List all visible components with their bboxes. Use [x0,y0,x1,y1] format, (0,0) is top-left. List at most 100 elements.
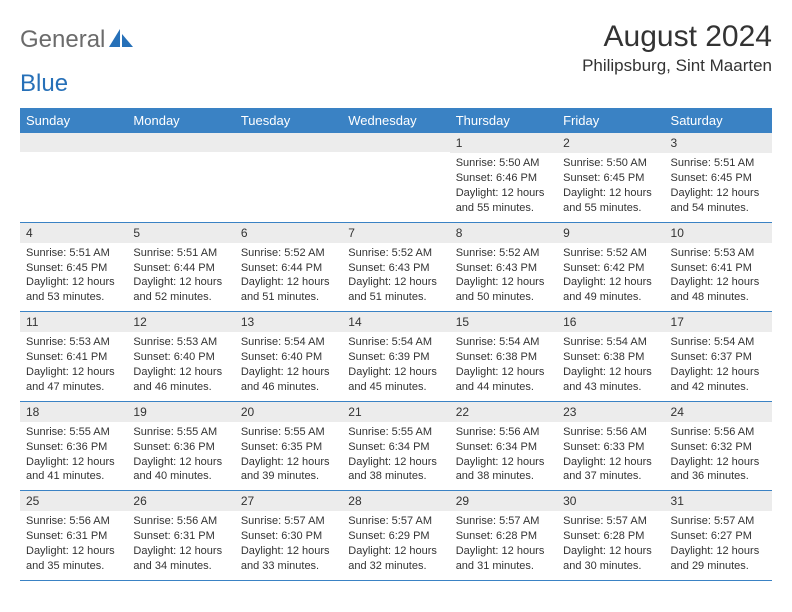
daylight-text: Daylight: 12 hours and 38 minutes. [456,455,551,485]
sunrise-text: Sunrise: 5:57 AM [563,514,658,529]
day-cell: 12Sunrise: 5:53 AMSunset: 6:40 PMDayligh… [127,312,234,401]
daylight-text: Daylight: 12 hours and 44 minutes. [456,365,551,395]
week-row: 11 Sunrise: 5:53 AM Sunset: 6:41 PM Dayligh… [20,312,772,402]
day-body: Sunrise: 5:56 AMSunset: 6:31 PMDaylight:… [20,511,127,579]
weeks-container: 1Sunrise: 5:50 AMSunset: 6:46 PMDaylight… [20,133,772,581]
sunrise-text: Sunrise: 5:57 AM [456,514,551,529]
day-header-thursday: Thursday [450,108,557,133]
day-number: 3 [665,133,772,153]
day-number: 30 [557,491,664,511]
day-body [20,152,127,161]
sunrise-text: Sunrise: 5:54 AM [456,335,551,350]
sunset-text: Sunset: 6:40 PM [241,350,336,365]
sunset-text: Sunset: 6:45 PM [26,261,121,276]
day-cell: 29Sunrise: 5:57 AMSunset: 6:28 PMDayligh… [450,491,557,580]
location-label: Philipsburg, Sint Maarten [582,56,772,76]
day-number: 25 [20,491,127,511]
day-body: Sunrise: 5:57 AMSunset: 6:30 PMDaylight:… [235,511,342,579]
daylight-text: Daylight: 12 hours and 51 minutes. [241,275,336,305]
day-header-saturday: Saturday [665,108,772,133]
day-body: Sunrise: 5:56 AMSunset: 6:32 PMDaylight:… [665,422,772,490]
daylight-text: Daylight: 12 hours and 32 minutes. [348,544,443,574]
month-title: August 2024 [582,20,772,54]
day-body: Sunrise: 5:56 AMSunset: 6:33 PMDaylight:… [557,422,664,490]
day-number: 22 [450,402,557,422]
day-number: 23 [557,402,664,422]
sunset-text: Sunset: 6:45 PM [671,171,766,186]
day-cell: 16Sunrise: 5:54 AMSunset: 6:38 PMDayligh… [557,312,664,401]
sunset-text: Sunset: 6:46 PM [456,171,551,186]
sunrise-text: Sunrise: 5:56 AM [671,425,766,440]
sunset-text: Sunset: 6:44 PM [133,261,228,276]
day-header-tuesday: Tuesday [235,108,342,133]
daylight-text: Daylight: 12 hours and 37 minutes. [563,455,658,485]
day-number: 16 [557,312,664,332]
day-number: 1 [450,133,557,153]
sunset-text: Sunset: 6:42 PM [563,261,658,276]
day-cell [127,133,234,222]
sunrise-text: Sunrise: 5:56 AM [456,425,551,440]
day-number: 29 [450,491,557,511]
sunrise-text: Sunrise: 5:57 AM [348,514,443,529]
day-body: Sunrise: 5:50 AMSunset: 6:46 PMDaylight:… [450,153,557,221]
day-number: 14 [342,312,449,332]
day-cell: 17Sunrise: 5:54 AMSunset: 6:37 PMDayligh… [665,312,772,401]
sunrise-text: Sunrise: 5:54 AM [671,335,766,350]
day-body [342,152,449,161]
sunset-text: Sunset: 6:32 PM [671,440,766,455]
daylight-text: Daylight: 12 hours and 52 minutes. [133,275,228,305]
sunrise-text: Sunrise: 5:57 AM [671,514,766,529]
day-number: 6 [235,223,342,243]
day-body: Sunrise: 5:52 AMSunset: 6:43 PMDaylight:… [450,243,557,311]
day-header-wednesday: Wednesday [342,108,449,133]
sunrise-text: Sunrise: 5:51 AM [26,246,121,261]
daylight-text: Daylight: 12 hours and 38 minutes. [348,455,443,485]
day-body: Sunrise: 5:51 AMSunset: 6:44 PMDaylight:… [127,243,234,311]
day-cell: 19Sunrise: 5:55 AMSunset: 6:36 PMDayligh… [127,402,234,491]
daylight-text: Daylight: 12 hours and 46 minutes. [133,365,228,395]
day-number [342,133,449,152]
sunrise-text: Sunrise: 5:56 AM [133,514,228,529]
day-number: 27 [235,491,342,511]
sunrise-text: Sunrise: 5:51 AM [133,246,228,261]
day-body: Sunrise: 5:53 AMSunset: 6:41 PMDaylight:… [665,243,772,311]
logo-sail-icon [109,27,135,54]
day-cell: 4Sunrise: 5:51 AMSunset: 6:45 PMDaylight… [20,223,127,312]
sunrise-text: Sunrise: 5:55 AM [348,425,443,440]
sunset-text: Sunset: 6:41 PM [26,350,121,365]
sunrise-text: Sunrise: 5:54 AM [563,335,658,350]
sunrise-text: Sunrise: 5:56 AM [26,514,121,529]
day-number: 17 [665,312,772,332]
daylight-text: Daylight: 12 hours and 49 minutes. [563,275,658,305]
sunrise-text: Sunrise: 5:53 AM [133,335,228,350]
day-cell: 15Sunrise: 5:54 AMSunset: 6:38 PMDayligh… [450,312,557,401]
daylight-text: Daylight: 12 hours and 36 minutes. [671,455,766,485]
sunset-text: Sunset: 6:41 PM [671,261,766,276]
day-number: 2 [557,133,664,153]
day-number: 28 [342,491,449,511]
sunrise-text: Sunrise: 5:52 AM [241,246,336,261]
day-number: 15 [450,312,557,332]
sunset-text: Sunset: 6:34 PM [348,440,443,455]
daylight-text: Daylight: 12 hours and 54 minutes. [671,186,766,216]
day-cell: 30Sunrise: 5:57 AMSunset: 6:28 PMDayligh… [557,491,664,580]
daylight-text: Daylight: 12 hours and 51 minutes. [348,275,443,305]
day-number: 12 [127,312,234,332]
logo-text-blue: Blue [20,70,68,98]
day-body: Sunrise: 5:56 AMSunset: 6:34 PMDaylight:… [450,422,557,490]
day-number: 11 [20,312,127,332]
day-cell: 26Sunrise: 5:56 AMSunset: 6:31 PMDayligh… [127,491,234,580]
sunrise-text: Sunrise: 5:54 AM [241,335,336,350]
sunrise-text: Sunrise: 5:52 AM [348,246,443,261]
day-number [235,133,342,152]
day-body [235,152,342,161]
daylight-text: Daylight: 12 hours and 41 minutes. [26,455,121,485]
week-row: 25Sunrise: 5:56 AMSunset: 6:31 PMDayligh… [20,491,772,581]
day-cell [20,133,127,222]
sunrise-text: Sunrise: 5:55 AM [241,425,336,440]
week-row: 18Sunrise: 5:55 AMSunset: 6:36 PMDayligh… [20,402,772,492]
day-number: 21 [342,402,449,422]
day-cell: 27Sunrise: 5:57 AMSunset: 6:30 PMDayligh… [235,491,342,580]
daylight-text: Daylight: 12 hours and 48 minutes. [671,275,766,305]
day-cell: 8Sunrise: 5:52 AMSunset: 6:43 PMDaylight… [450,223,557,312]
